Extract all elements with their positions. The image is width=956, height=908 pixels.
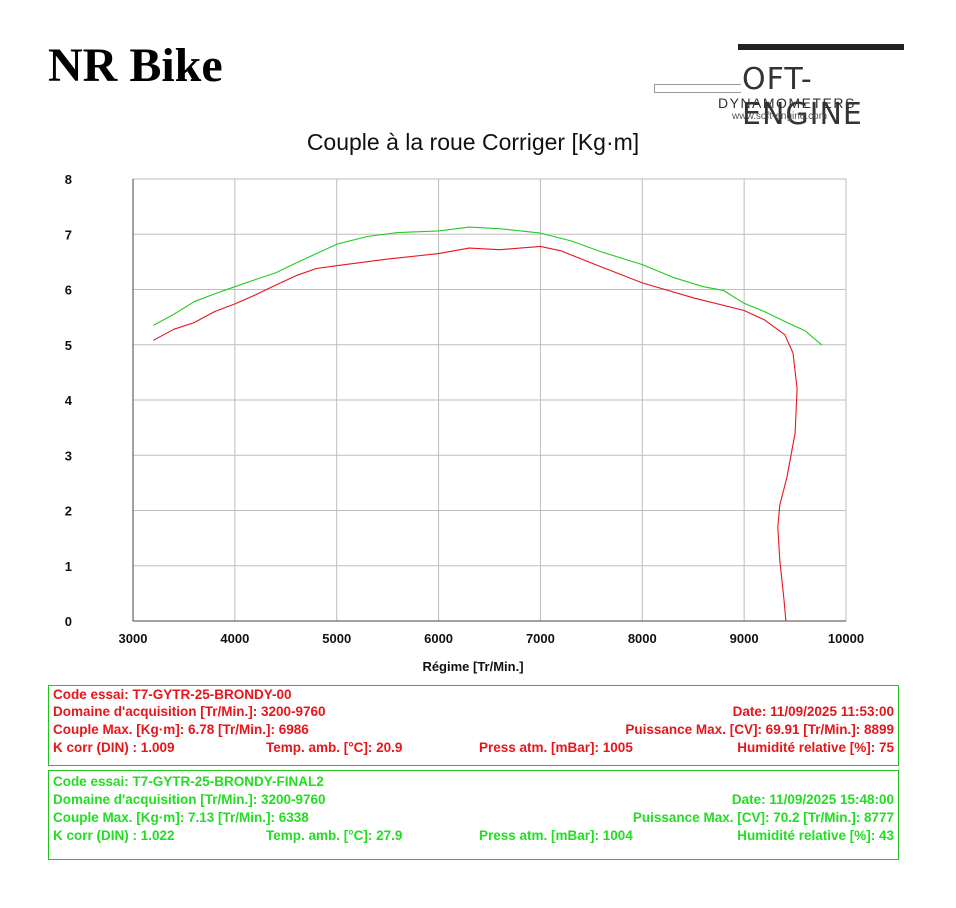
x-tick-label: 8000: [628, 631, 657, 646]
run1-kcorr: K corr (DIN) : 1.009: [53, 740, 175, 755]
run1-code: Code essai: T7-GYTR-25-BRONDY-00: [53, 687, 292, 702]
run-info-panel-2: Code essai: T7-GYTR-25-BRONDY-FINAL2 Dom…: [48, 770, 899, 860]
run2-power: Puissance Max. [CV]: 70.2 [Tr/Min.]: 877…: [632, 810, 894, 825]
run2-row-3: Couple Max. [Kg·m]: 7.13 [Tr/Min.]: 6338…: [53, 810, 894, 828]
x-tick-label: 4000: [220, 631, 249, 646]
torque-chart: Couple à la roue Corriger [Kg·m] 3000 400…: [65, 129, 864, 674]
y-tick-label: 3: [65, 448, 72, 463]
series-line-1: [153, 245, 798, 622]
x-tick-label: 3000: [119, 631, 148, 646]
run1-row-4: K corr (DIN) : 1.009 Temp. amb. [°C]: 20…: [53, 740, 894, 758]
chart-grid: [132, 178, 847, 622]
run2-torque: Couple Max. [Kg·m]: 7.13 [Tr/Min.]: 6338: [53, 810, 309, 825]
run1-power: Puissance Max. [CV]: 69.91 [Tr/Min.]: 88…: [625, 722, 894, 737]
brand-title: NR Bike: [48, 39, 223, 92]
run1-domain: Domaine d'acquisition [Tr/Min.]: 3200-97…: [53, 704, 326, 719]
run2-humidity: Humidité relative [%]: 43: [737, 828, 894, 843]
x-tick-label: 7000: [526, 631, 555, 646]
logo-url: www.soft-engine.com: [732, 111, 828, 122]
run1-row-1: Code essai: T7-GYTR-25-BRONDY-00: [53, 687, 894, 705]
logo-bar: [738, 44, 904, 50]
run2-kcorr: K corr (DIN) : 1.022: [53, 828, 175, 843]
run2-domain: Domaine d'acquisition [Tr/Min.]: 3200-97…: [53, 792, 326, 807]
run-info-panel-1: Code essai: T7-GYTR-25-BRONDY-00 Domaine…: [48, 685, 899, 766]
run2-code: Code essai: T7-GYTR-25-BRONDY-FINAL2: [53, 774, 324, 789]
x-tick-label: 5000: [322, 631, 351, 646]
x-tick-label: 10000: [828, 631, 864, 646]
run2-row-2: Domaine d'acquisition [Tr/Min.]: 3200-97…: [53, 792, 894, 810]
x-tick-label: 9000: [730, 631, 759, 646]
series-line-2: [153, 226, 822, 346]
soft-engine-logo: OFT-ENGINE DYNAMOMETERS www.soft-engine.…: [650, 40, 906, 132]
x-axis-label: Régime [Tr/Min.]: [422, 659, 523, 674]
logo-subtitle: DYNAMOMETERS: [718, 95, 856, 111]
y-tick-label: 1: [65, 559, 72, 574]
logo-wordmark: OFT-ENGINE: [742, 62, 863, 132]
run2-temp: Temp. amb. [°C]: 27.9: [266, 828, 403, 843]
run2-row-4: K corr (DIN) : 1.022 Temp. amb. [°C]: 27…: [53, 828, 894, 846]
y-tick-label: 6: [65, 283, 72, 298]
y-tick-label: 0: [65, 614, 72, 629]
chart-title: Couple à la roue Corriger [Kg·m]: [307, 129, 639, 155]
run2-row-1: Code essai: T7-GYTR-25-BRONDY-FINAL2: [53, 774, 894, 792]
run2-date: Date: 11/09/2025 15:48:00: [731, 792, 894, 807]
run1-row-3: Couple Max. [Kg·m]: 6.78 [Tr/Min.]: 6986…: [53, 722, 894, 740]
y-tick-label: 7: [65, 227, 72, 242]
chart-series: [153, 226, 822, 622]
run1-humidity: Humidité relative [%]: 75: [737, 740, 894, 755]
run1-temp: Temp. amb. [°C]: 20.9: [266, 740, 403, 755]
chart-axes: 3000 4000 5000 6000 7000 8000 9000 10000 0 1 2 3 4 5 6…: [65, 172, 864, 646]
run1-press: Press atm. [mBar]: 1005: [479, 740, 633, 755]
y-tick-label: 4: [65, 393, 73, 408]
y-tick-label: 5: [65, 338, 72, 353]
y-tick-label: 8: [65, 172, 72, 187]
run2-press: Press atm. [mBar]: 1004: [479, 828, 633, 843]
run1-row-2: Domaine d'acquisition [Tr/Min.]: 3200-97…: [53, 704, 894, 722]
x-tick-label: 6000: [424, 631, 453, 646]
run1-torque: Couple Max. [Kg·m]: 6.78 [Tr/Min.]: 6986: [53, 722, 309, 737]
y-tick-label: 2: [65, 504, 72, 519]
run1-date: Date: 11/09/2025 11:53:00: [732, 704, 894, 719]
logo-swoosh: [654, 84, 741, 93]
